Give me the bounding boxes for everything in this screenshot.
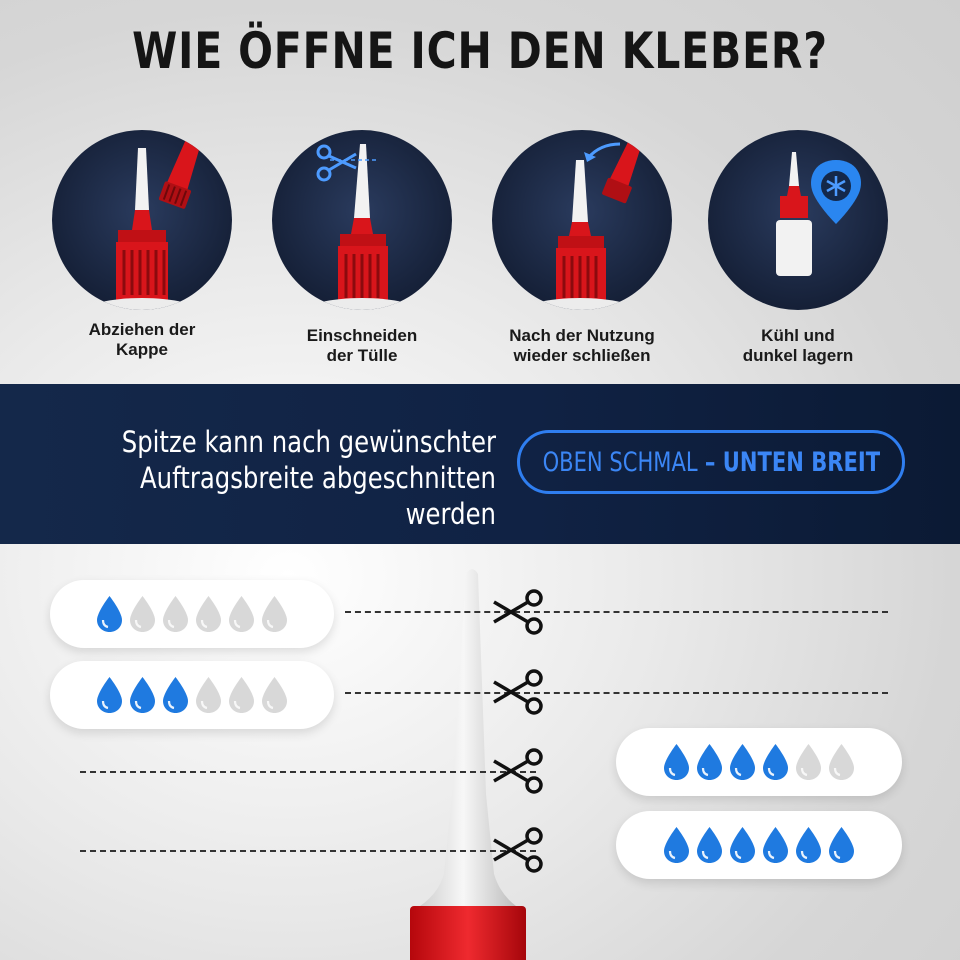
- step-label-line2: der Tülle: [326, 346, 398, 365]
- drop-rating-4: [616, 811, 902, 879]
- drop-empty-icon: [196, 596, 221, 632]
- storage-location-icon: [708, 130, 888, 310]
- step-cut-nozzle: Einschneiden der Tülle: [262, 130, 462, 366]
- drop-empty-icon: [196, 677, 221, 713]
- drop-filled-icon: [763, 827, 788, 863]
- badge-text-narrow: OBEN SCHMAL: [542, 446, 698, 478]
- scissors-icon: [493, 589, 543, 635]
- drop-filled-icon: [763, 744, 788, 780]
- drop-rating-1: [50, 580, 334, 648]
- drop-filled-icon: [697, 827, 722, 863]
- page-title: WIE ÖFFNE ICH DEN KLEBER?: [132, 22, 828, 80]
- drop-filled-icon: [730, 744, 755, 780]
- drop-empty-icon: [163, 596, 188, 632]
- drop-empty-icon: [229, 596, 254, 632]
- close-cap-icon: [492, 130, 672, 310]
- cut-hint-line2: Auftragsbreite abgeschnitten werden: [140, 461, 496, 531]
- drop-filled-icon: [664, 827, 689, 863]
- scissors-icon: [493, 748, 543, 794]
- drop-empty-icon: [796, 744, 821, 780]
- narrow-wide-badge: OBEN SCHMAL – UNTEN BREIT: [517, 430, 905, 494]
- step-label-line2: dunkel lagern: [742, 346, 854, 365]
- step-label-line2: wieder schließen: [513, 346, 651, 365]
- drop-empty-icon: [829, 744, 854, 780]
- badge-text-wide: – UNTEN BREIT: [697, 446, 880, 478]
- scissors-icon: [493, 827, 543, 873]
- cut-hint-text: Spitze kann nach gewünschter Auftragsbre…: [113, 424, 496, 532]
- drop-filled-icon: [730, 827, 755, 863]
- step-close-after-use: Nach der Nutzung wieder schließen: [482, 130, 682, 366]
- step-label-line1: Einschneiden: [306, 326, 418, 345]
- drop-filled-icon: [697, 744, 722, 780]
- step-label-line1: Nach der Nutzung: [509, 326, 655, 345]
- drop-empty-icon: [229, 677, 254, 713]
- drop-filled-icon: [97, 677, 122, 713]
- drop-filled-icon: [97, 596, 122, 632]
- step-label-line1: Abziehen der: [88, 320, 196, 339]
- cut-line: [345, 611, 888, 613]
- info-band: [0, 384, 960, 544]
- bottle-cap-off-icon: [52, 130, 232, 310]
- cut-hint-line1: Spitze kann nach gewünschter: [121, 425, 496, 459]
- drop-filled-icon: [829, 827, 854, 863]
- cut-line: [80, 771, 536, 773]
- drop-empty-icon: [130, 596, 155, 632]
- drop-rating-2: [50, 661, 334, 729]
- drop-rating-3: [616, 728, 902, 796]
- step-label-line2: Kappe: [116, 340, 168, 359]
- drop-filled-icon: [664, 744, 689, 780]
- step-store-cool-dark: Kühl und dunkel lagern: [698, 130, 898, 366]
- cut-line: [345, 692, 888, 694]
- cut-line: [80, 850, 536, 852]
- scissors-icon: [493, 669, 543, 715]
- drop-empty-icon: [262, 677, 287, 713]
- drop-filled-icon: [796, 827, 821, 863]
- step-label-line1: Kühl und: [761, 326, 835, 345]
- step-remove-cap: Abziehen der Kappe: [42, 130, 242, 360]
- drop-empty-icon: [262, 596, 287, 632]
- cut-nozzle-icon: [272, 130, 452, 310]
- drop-filled-icon: [130, 677, 155, 713]
- nozzle-illustration: [410, 569, 526, 960]
- drop-filled-icon: [163, 677, 188, 713]
